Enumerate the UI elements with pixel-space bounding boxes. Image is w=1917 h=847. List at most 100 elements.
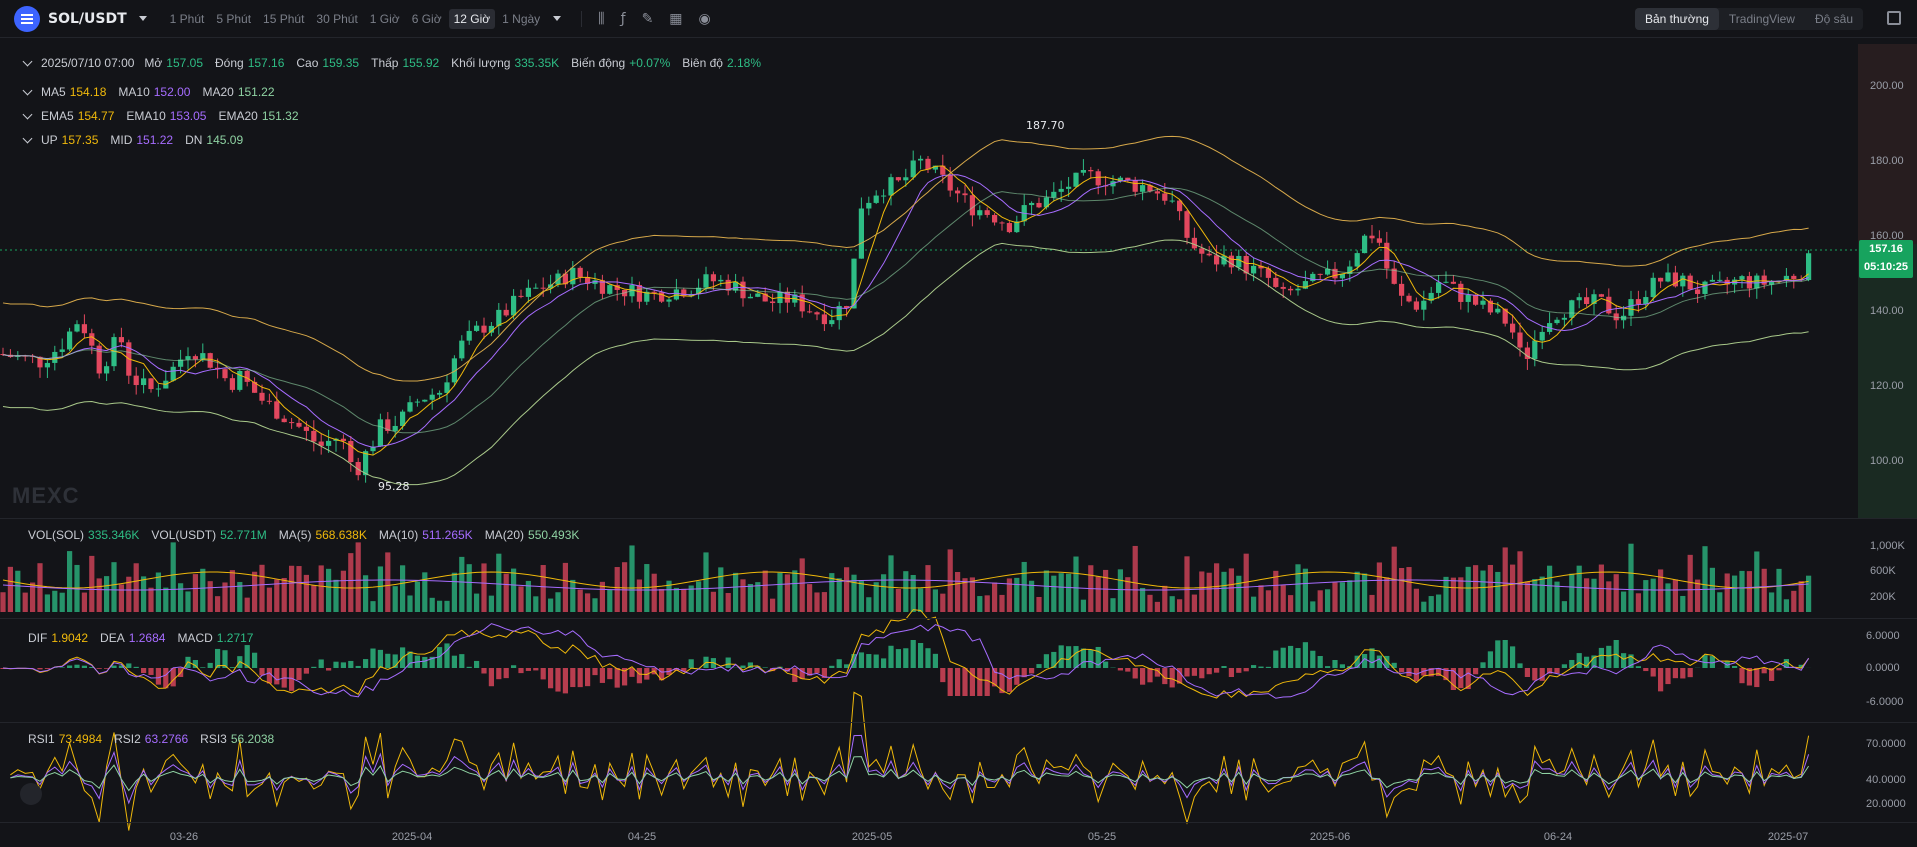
macd-histogram-bar <box>585 668 591 687</box>
interval-6h[interactable]: 6 Giờ <box>411 11 442 26</box>
volume-bar <box>44 594 50 612</box>
macd-histogram-bar <box>747 662 753 668</box>
collapse-chevron-icon[interactable] <box>22 56 33 66</box>
volume-bar <box>488 595 494 612</box>
macd-histogram-bar <box>303 668 309 674</box>
collapse-chevron-icon[interactable] <box>22 85 33 95</box>
volume-bar <box>540 565 546 612</box>
interval-30m[interactable]: 30 Phút <box>316 11 358 26</box>
macd-histogram-bar <box>429 656 435 668</box>
macd-histogram-bar <box>385 653 391 668</box>
macd-histogram-bar <box>348 660 354 668</box>
candle-body <box>1295 288 1301 291</box>
collapse-chevron-icon[interactable] <box>22 109 33 119</box>
view-tradingview[interactable]: TradingView <box>1728 12 1795 26</box>
macd-histogram-bar <box>1798 664 1804 668</box>
macd-histogram-bar <box>540 668 546 680</box>
volume-bar <box>429 597 435 612</box>
symbol-title[interactable]: SOL/USDT <box>48 10 127 27</box>
macd-histogram-bar <box>400 647 406 668</box>
macd-histogram-bar <box>370 648 376 668</box>
volume-bar <box>1339 582 1345 612</box>
candle-body <box>910 160 916 178</box>
candle-body <box>1443 281 1449 283</box>
volume-bar <box>525 580 531 612</box>
candle-body <box>784 291 790 303</box>
candle-body <box>1539 331 1545 341</box>
volume-bar <box>1058 573 1064 612</box>
volume-bar <box>1598 564 1604 612</box>
macd-histogram-bar <box>570 668 576 688</box>
indicator-fx-icon[interactable]: ƒ <box>620 10 626 27</box>
candle-body <box>1436 282 1442 293</box>
view-depth[interactable]: Độ sâu <box>1814 12 1853 26</box>
dif-line <box>2 609 1809 699</box>
macd-histogram-bar <box>437 647 443 668</box>
candle-body <box>15 355 21 357</box>
view-basic[interactable]: Bản thường <box>1634 8 1719 30</box>
candle-body <box>363 451 369 476</box>
boll-lower-line <box>2 239 1809 486</box>
interval-1d[interactable]: 1 Ngày <box>502 11 541 26</box>
macd-histogram-bar <box>1347 666 1353 668</box>
macd-histogram-bar <box>1088 649 1094 668</box>
candle-body <box>836 306 842 321</box>
interval-dropdown-icon[interactable] <box>553 16 562 21</box>
volume-bar <box>947 549 953 612</box>
candle-body <box>1288 288 1294 291</box>
volume-bar <box>407 595 413 612</box>
candle-type-icon[interactable]: ⫼ <box>598 10 605 27</box>
macd-histogram-bar <box>1665 668 1671 685</box>
candle-body <box>1265 268 1271 278</box>
collapse-chevron-icon[interactable] <box>22 133 33 143</box>
candle-body <box>126 342 132 376</box>
ma20-line <box>2 187 1809 434</box>
candle-body <box>599 280 605 294</box>
volume-bar <box>126 576 132 612</box>
candle-body <box>1724 279 1730 285</box>
macd-histogram-bar <box>1132 668 1138 679</box>
volume-bar <box>155 572 161 612</box>
macd-histogram-bar <box>644 668 650 680</box>
interval-1m[interactable]: 1 Phút <box>169 11 205 26</box>
macd-histogram-bar <box>1761 668 1767 674</box>
time-axis-label: 2025-05 <box>851 831 893 843</box>
interval-1h[interactable]: 1 Giờ <box>369 11 400 26</box>
volume-bar <box>1421 601 1427 612</box>
macd-histogram-bar <box>1191 668 1197 676</box>
volume-bar <box>784 574 790 612</box>
volume-bar <box>1103 569 1109 612</box>
boll-mid-label: MID <box>110 133 133 147</box>
candle-body <box>1066 186 1072 189</box>
interval-12h[interactable]: 12 Giờ <box>448 8 496 29</box>
symbol-dropdown-icon[interactable] <box>138 16 147 21</box>
screenshot-camera-icon[interactable]: ◉ <box>698 10 711 27</box>
candle-body <box>163 380 169 389</box>
draw-pencil-icon[interactable]: ✎ <box>641 10 654 27</box>
macd-histogram-bar <box>148 668 154 675</box>
candle-body <box>1095 171 1101 186</box>
volume-value: 335.35K <box>514 56 560 70</box>
candle-body <box>207 353 213 368</box>
macd-histogram-bar <box>1228 668 1234 677</box>
ma10-value: 152.00 <box>153 85 191 99</box>
macd-histogram-bar <box>1650 668 1656 677</box>
fullscreen-icon[interactable] <box>1887 11 1901 25</box>
volume-bar <box>1110 598 1116 612</box>
macd-histogram-bar <box>340 662 346 668</box>
layout-grid-icon[interactable]: ▦ <box>669 10 683 27</box>
rsi3-value: 56.2038 <box>230 732 275 746</box>
panel-settings-button[interactable] <box>20 783 42 805</box>
macd-histogram-bar <box>1140 668 1146 685</box>
volume-bar <box>296 566 302 612</box>
macd-histogram-bar <box>155 668 161 685</box>
interval-5m[interactable]: 5 Phút <box>216 11 252 26</box>
candle-body <box>888 177 894 196</box>
volume-bar <box>311 585 317 612</box>
candle-body <box>1458 283 1464 302</box>
volume-bar <box>1154 601 1160 612</box>
candle-body <box>81 324 87 334</box>
ma5-line <box>2 165 1809 456</box>
interval-15m[interactable]: 15 Phút <box>263 11 305 26</box>
